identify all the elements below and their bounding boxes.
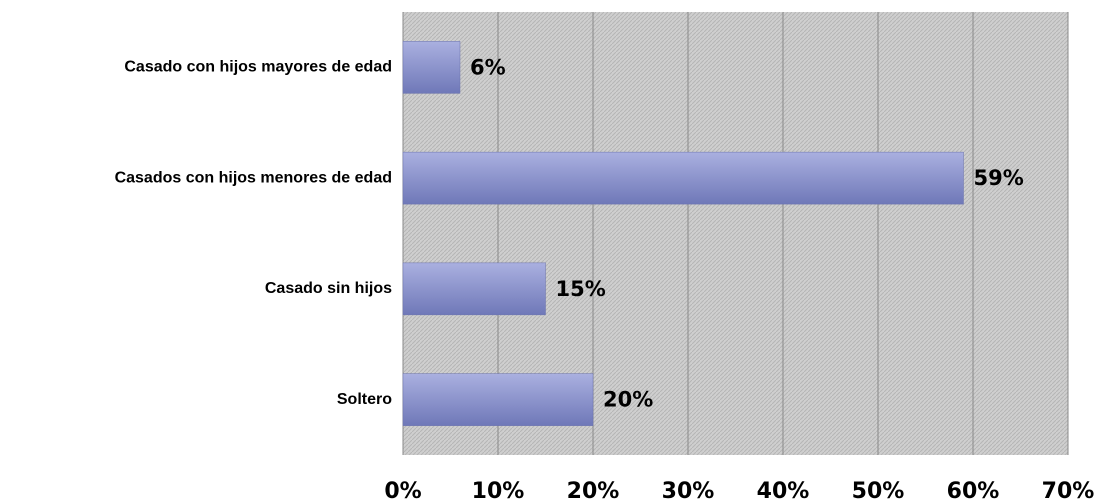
x-tick-label: 20% bbox=[567, 479, 620, 504]
y-tick-label: Casado con hijos mayores de edad bbox=[124, 59, 392, 76]
value-label: 20% bbox=[603, 388, 653, 412]
y-tick-label: Casados con hijos menores de edad bbox=[115, 169, 392, 186]
value-label: 6% bbox=[470, 55, 506, 79]
y-tick-label: Casado sin hijos bbox=[265, 280, 392, 297]
bar bbox=[402, 151, 964, 205]
y-tick-label: Soltero bbox=[337, 391, 392, 408]
x-tick-label: 50% bbox=[852, 479, 905, 504]
value-label: 59% bbox=[974, 166, 1024, 190]
value-label: 15% bbox=[556, 277, 606, 301]
x-tick-label: 0% bbox=[384, 479, 421, 504]
x-tick-label: 40% bbox=[757, 479, 810, 504]
bar bbox=[402, 262, 546, 316]
x-tick-label: 70% bbox=[1042, 479, 1095, 504]
bar bbox=[402, 373, 594, 426]
x-tick-label: 10% bbox=[472, 479, 525, 504]
bar bbox=[402, 41, 461, 94]
x-tick-label: 30% bbox=[662, 479, 715, 504]
x-tick-label: 60% bbox=[947, 479, 1000, 504]
